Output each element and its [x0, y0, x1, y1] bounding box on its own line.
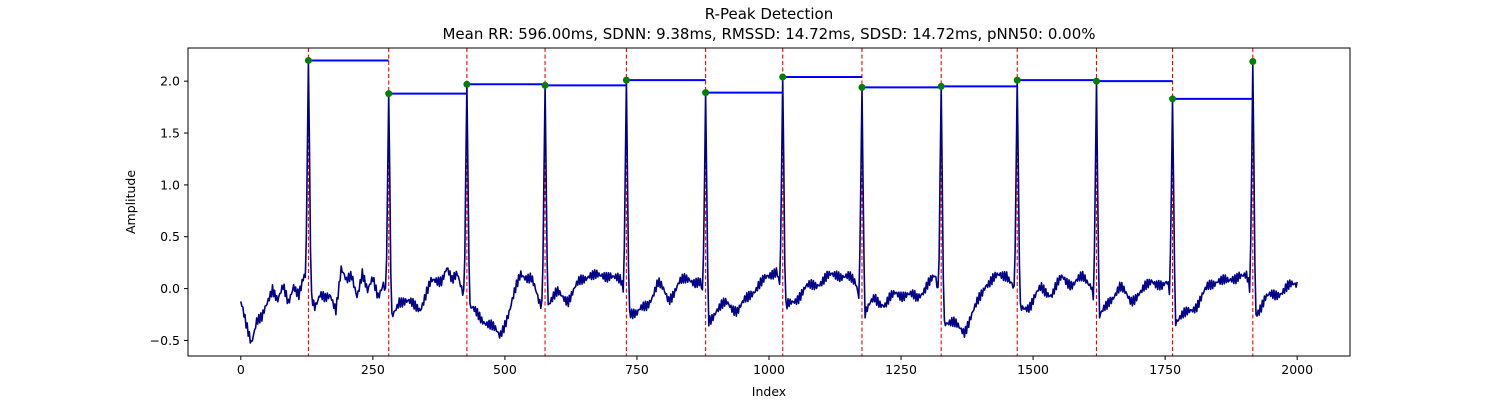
- x-tick-label: 1250: [885, 362, 917, 377]
- y-tick-label: 2.0: [160, 74, 180, 89]
- chart-subtitle: Mean RR: 596.00ms, SDNN: 9.38ms, RMSSD: …: [442, 25, 1095, 43]
- r-peak-point: [1092, 77, 1100, 85]
- plot-area: [240, 48, 1298, 356]
- y-tick-label: 1.0: [160, 177, 180, 192]
- r-peak-point: [304, 56, 312, 64]
- x-tick-label: 1500: [1017, 362, 1049, 377]
- ecg-signal-line: [240, 59, 1298, 344]
- x-tick-label: 250: [361, 362, 385, 377]
- y-tick-label: 0.0: [160, 281, 180, 296]
- r-peak-point: [702, 89, 710, 97]
- r-peak-point: [1169, 95, 1177, 103]
- r-peak-point: [1249, 57, 1257, 65]
- x-tick-label: 1750: [1149, 362, 1181, 377]
- x-tick-label: 750: [625, 362, 649, 377]
- x-tick-label: 500: [493, 362, 517, 377]
- y-tick-label: 0.5: [160, 229, 180, 244]
- y-axis-label: Amplitude: [123, 170, 138, 234]
- y-axis: −0.5 0.0 0.5 1.0 1.5 2.0: [150, 74, 188, 348]
- r-peak-point: [779, 73, 787, 81]
- r-peak-point: [541, 81, 549, 89]
- x-tick-label: 1000: [753, 362, 785, 377]
- x-tick-label: 2000: [1281, 362, 1313, 377]
- r-peak-point: [385, 90, 393, 98]
- y-tick-label: −0.5: [150, 333, 180, 348]
- r-peak-point: [1013, 76, 1021, 84]
- r-peak-point: [622, 76, 630, 84]
- r-peak-point: [937, 82, 945, 90]
- x-axis: 0 250 500 750 1000 1250 1500 1750 2000: [237, 356, 1313, 377]
- x-tick-label: 0: [237, 362, 245, 377]
- x-axis-label: Index: [752, 384, 786, 399]
- r-peak-point: [858, 83, 866, 91]
- r-peak-point: [463, 80, 471, 88]
- chart-title: R-Peak Detection: [705, 5, 833, 23]
- y-tick-label: 1.5: [160, 126, 180, 141]
